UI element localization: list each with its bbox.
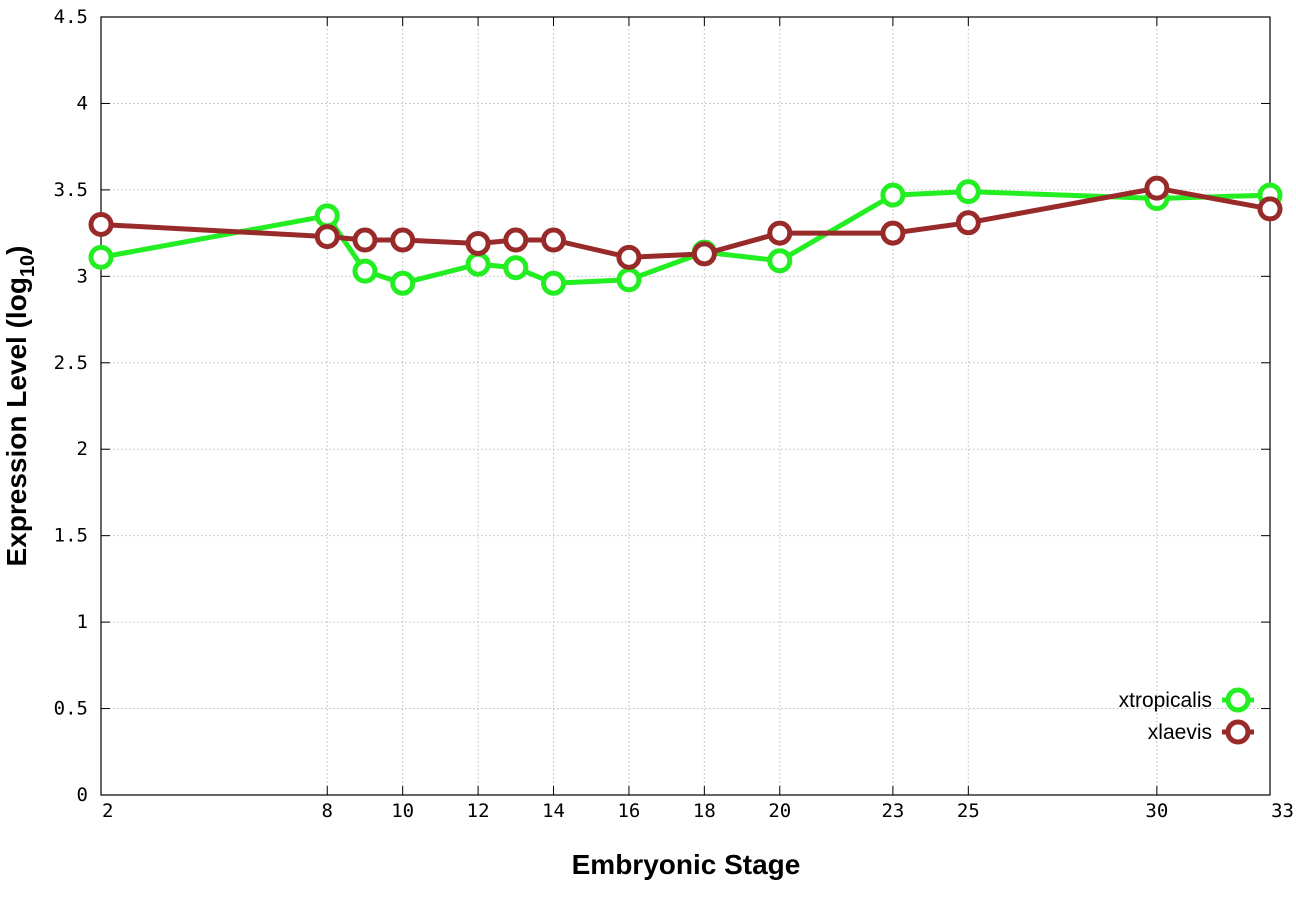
data-point-xtropicalis xyxy=(955,179,981,205)
data-point-xlaevis xyxy=(541,227,567,253)
data-point-xlaevis xyxy=(880,220,906,246)
data-point-xlaevis xyxy=(616,244,642,270)
y-tick-label: 0 xyxy=(77,784,88,806)
x-tick-label: 10 xyxy=(391,800,414,822)
data-point-xtropicalis xyxy=(767,248,793,274)
axis-ticks: 0 0.5 1 1.5 2 2.5 3 3.5 4 4.5 2 8 10 12 14 16 18 20 23 25 30… xyxy=(54,6,1294,822)
x-tick-label: 30 xyxy=(1145,800,1168,822)
data-point-xlaevis xyxy=(955,210,981,236)
y-tick-label: 4.5 xyxy=(54,6,88,28)
data-point-xlaevis xyxy=(1257,196,1283,222)
x-tick-label: 2 xyxy=(102,800,113,822)
y-axis-title-subscript: 10 xyxy=(17,255,39,277)
x-tick-label: 14 xyxy=(542,800,565,822)
y-tick-label: 1 xyxy=(77,611,88,633)
data-point-xtropicalis xyxy=(314,203,340,229)
data-point-xtropicalis xyxy=(616,267,642,293)
grid-lines xyxy=(101,17,1270,795)
legend-marker-xtropicalis xyxy=(1225,687,1251,713)
y-tick-label: 2 xyxy=(77,438,88,460)
data-point-xtropicalis xyxy=(390,270,416,296)
legend-marker-xlaevis xyxy=(1225,719,1251,745)
series-line-xtropicalis xyxy=(100,189,1271,286)
y-tick-label: 3 xyxy=(77,265,88,287)
data-point-xtropicalis xyxy=(541,270,567,296)
data-point-xlaevis xyxy=(691,241,717,267)
y-tick-label: 3.5 xyxy=(54,179,88,201)
x-axis-title: Embryonic Stage xyxy=(572,849,801,880)
data-point-xtropicalis xyxy=(465,251,491,277)
legend: xtropicalis xlaevis xyxy=(1119,687,1254,745)
data-point-xtropicalis xyxy=(88,244,114,270)
x-tick-label: 25 xyxy=(957,800,980,822)
data-point-xlaevis xyxy=(88,211,114,237)
x-tick-label: 18 xyxy=(693,800,716,822)
data-point-xlaevis xyxy=(314,224,340,250)
data-point-xlaevis xyxy=(352,227,378,253)
legend-label-xtropicalis: xtropicalis xyxy=(1119,689,1212,712)
data-point-xlaevis xyxy=(1144,175,1170,201)
x-tick-label: 20 xyxy=(768,800,791,822)
x-tick-label: 8 xyxy=(322,800,333,822)
x-tick-label: 33 xyxy=(1271,800,1294,822)
x-tick-label: 12 xyxy=(467,800,490,822)
series-layer xyxy=(88,175,1283,296)
y-tick-label: 4 xyxy=(77,92,88,114)
y-tick-label: 1.5 xyxy=(54,525,88,547)
data-point-xlaevis xyxy=(767,220,793,246)
y-tick-label: 2.5 xyxy=(54,352,88,374)
data-point-xlaevis xyxy=(465,230,491,256)
x-tick-label: 16 xyxy=(617,800,640,822)
y-tick-label: 0.5 xyxy=(54,698,88,720)
plot-frame xyxy=(100,16,1271,796)
data-point-xtropicalis xyxy=(880,182,906,208)
y-axis-title: Expression Level (log10) xyxy=(1,246,39,567)
y-axis-title-close: ) xyxy=(1,246,32,255)
series-xlaevis xyxy=(88,175,1283,270)
y-axis-title-main: Expression Level (log xyxy=(1,277,32,566)
data-point-xlaevis xyxy=(503,227,529,253)
legend-label-xlaevis: xlaevis xyxy=(1148,721,1212,744)
data-point-xtropicalis xyxy=(352,258,378,284)
x-tick-label: 23 xyxy=(881,800,904,822)
data-point-xtropicalis xyxy=(503,255,529,281)
data-point-xlaevis xyxy=(390,227,416,253)
